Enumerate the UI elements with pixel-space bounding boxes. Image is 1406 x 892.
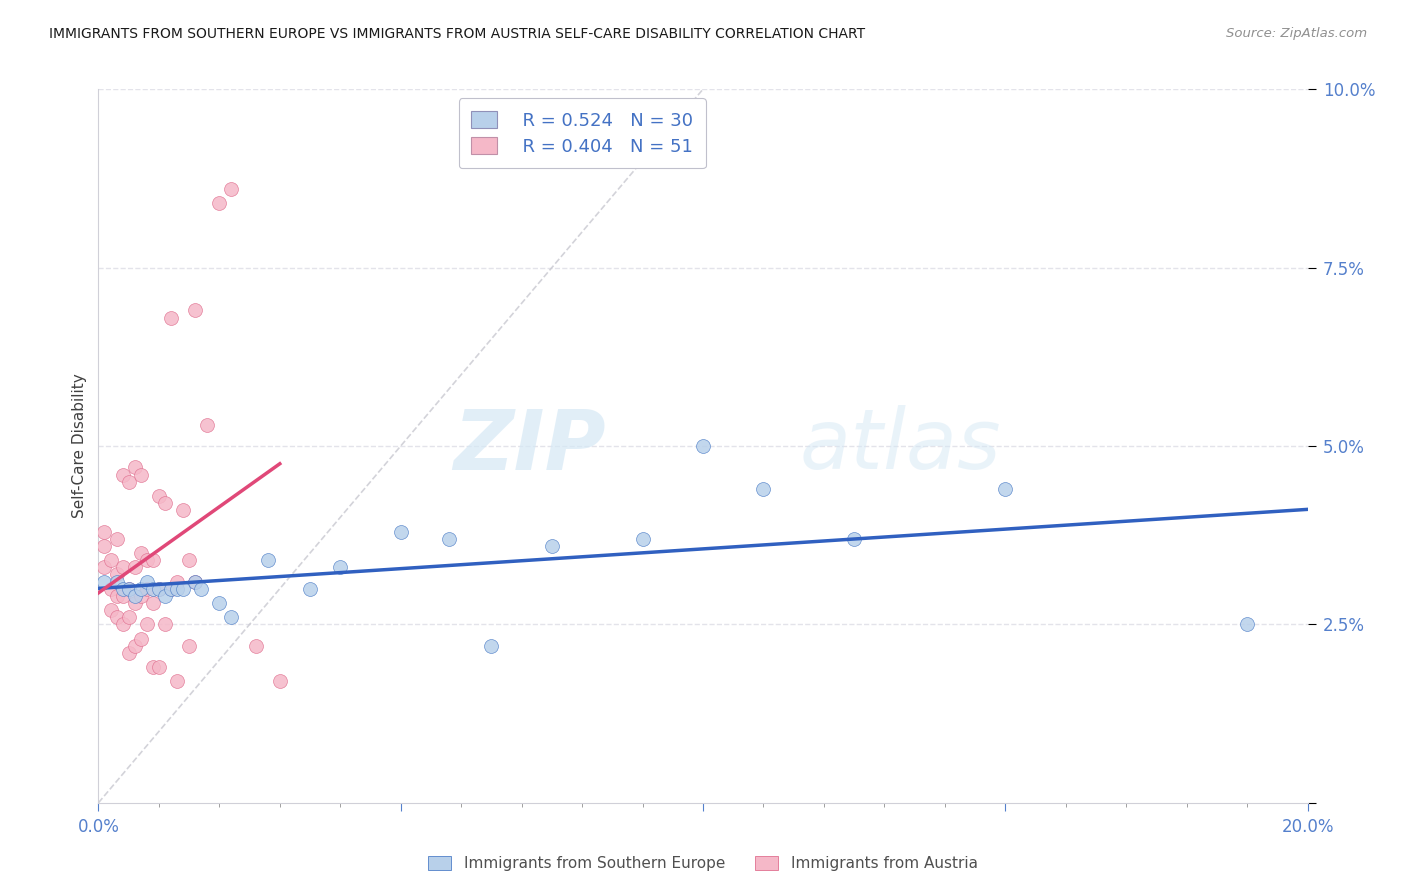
Point [124,589,146,603]
Point [111,582,134,596]
Point [129,467,152,482]
Point [142,660,165,674]
Point [129,589,152,603]
Point [190,582,212,596]
Text: ZIP: ZIP [454,406,606,486]
Point [105,574,128,589]
Point [118,582,141,596]
Point [135,574,157,589]
Point [118,582,141,596]
Point [437,532,460,546]
Point [111,617,134,632]
Point [93,574,115,589]
Point [100,603,122,617]
Point [100,553,122,567]
Point [540,539,562,553]
Point [111,467,134,482]
Point [269,674,291,689]
Point [160,582,183,596]
Point [177,553,201,567]
Point [105,567,128,582]
Point [124,639,146,653]
Point [299,582,322,596]
Point [184,574,207,589]
Point [195,417,218,432]
Text: Source: ZipAtlas.com: Source: ZipAtlas.com [1226,27,1367,40]
Point [118,646,141,660]
Point [142,553,165,567]
Point [160,310,183,325]
Point [481,639,503,653]
Point [93,560,115,574]
Point [631,532,654,546]
Point [142,582,165,596]
Point [844,532,866,546]
Point [208,196,231,211]
Point [105,532,128,546]
Point [135,582,157,596]
Point [177,639,201,653]
Point [172,582,194,596]
Point [172,503,194,517]
Point [166,582,188,596]
Point [221,182,243,196]
Point [329,560,352,574]
Point [93,539,115,553]
Point [129,546,152,560]
Point [208,596,231,610]
Point [153,496,176,510]
Point [153,617,176,632]
Point [135,617,157,632]
Point [153,589,176,603]
Point [148,582,170,596]
Text: IMMIGRANTS FROM SOUTHERN EUROPE VS IMMIGRANTS FROM AUSTRIA SELF-CARE DISABILITY : IMMIGRANTS FROM SOUTHERN EUROPE VS IMMIG… [49,27,865,41]
Point [105,610,128,624]
Point [118,475,141,489]
Y-axis label: Self-Care Disability: Self-Care Disability [72,374,87,518]
Point [221,610,243,624]
Point [166,574,188,589]
Point [245,639,267,653]
Point [105,589,128,603]
Point [148,660,170,674]
Point [124,596,146,610]
Point [129,582,152,596]
Point [752,482,775,496]
Point [184,303,207,318]
Point [1236,617,1258,632]
Point [994,482,1017,496]
Point [148,582,170,596]
Point [389,524,412,539]
Legend: Immigrants from Southern Europe, Immigrants from Austria: Immigrants from Southern Europe, Immigra… [422,849,984,877]
Point [124,560,146,574]
Point [111,589,134,603]
Point [184,574,207,589]
Point [111,560,134,574]
Point [118,610,141,624]
Point [142,596,165,610]
Point [148,489,170,503]
Point [135,553,157,567]
Point [129,632,152,646]
Point [93,524,115,539]
Point [166,674,188,689]
Point [692,439,714,453]
Point [100,582,122,596]
Point [256,553,278,567]
Point [124,460,146,475]
Point [160,582,183,596]
Text: atlas: atlas [800,406,1001,486]
